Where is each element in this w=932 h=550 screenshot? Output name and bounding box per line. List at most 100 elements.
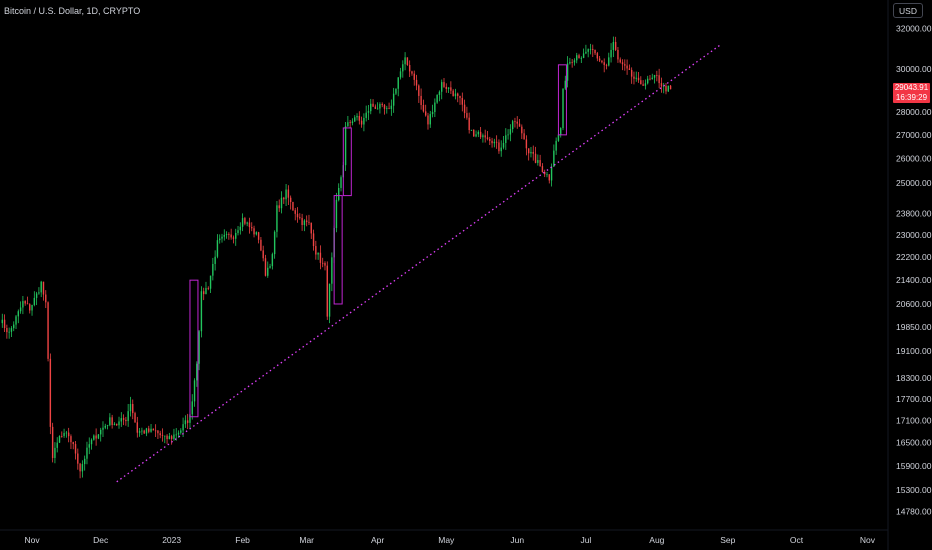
candle-body [438,91,441,95]
candle-body [38,292,40,294]
candle-body [97,434,100,439]
candle [109,413,111,427]
candle-body [164,435,166,437]
candle-body [406,57,409,66]
candle-body [269,266,271,268]
candle [651,73,653,80]
candle-body [454,93,457,97]
candle [88,437,90,455]
candle [289,195,292,210]
candle [93,434,95,441]
candle-body [569,62,571,64]
candle [164,435,166,444]
candle [656,70,658,82]
candle [125,416,127,426]
candle [241,213,244,232]
candle [235,228,237,246]
candle-body [260,239,262,251]
candle-body [299,217,301,219]
candle [301,213,303,231]
candle [431,104,434,118]
candle [447,87,450,94]
candle-body [399,71,402,78]
candle-body [644,83,647,86]
candle-body [191,401,193,415]
candle [173,428,175,441]
candle-body [24,301,26,304]
candle-body [436,94,438,103]
candle-body [170,436,173,439]
candle [397,77,399,97]
candle-body [273,231,276,255]
candle-body [420,95,422,105]
candle [269,263,271,269]
candle [257,231,260,244]
candle [518,119,521,127]
price-tick-label: 16500.00 [896,438,932,448]
candle-body [196,363,198,381]
candle-body [379,104,381,109]
candle-body [45,294,47,303]
candle-body [148,428,150,432]
candle-body [477,131,480,135]
candle [51,422,54,463]
candle [308,214,310,226]
candle [152,428,155,431]
candle [72,441,74,450]
candle [415,74,418,91]
candle [603,58,605,73]
candle-body [447,87,450,89]
candle-body [134,413,136,423]
candle [621,59,624,71]
candle [24,300,26,306]
candle [262,245,264,262]
candle [168,432,171,440]
candle-body [180,430,182,433]
candle-body [262,250,264,259]
candle-body [54,447,56,458]
candle [1,313,3,328]
candle [273,230,276,259]
candle [145,427,148,437]
candle [360,116,363,128]
candle-body [493,141,496,144]
candle [653,74,656,84]
candle-body [40,281,42,293]
candle [594,49,596,56]
weekly-box [342,127,352,197]
candle [280,191,283,214]
candle-body [209,275,212,289]
candle-body [1,319,3,324]
candle [77,448,79,470]
candle-body [42,281,45,295]
candle [136,416,139,438]
candle-body [173,434,175,439]
candle-body [198,331,200,364]
candle-body [255,232,258,235]
time-tick-label: Feb [235,535,250,545]
candle [596,51,599,62]
candle-body [278,205,280,209]
candle [619,57,621,64]
candle [454,88,457,100]
candle-body [546,174,548,176]
candle [402,60,404,78]
candle [267,261,269,278]
candle-body [285,189,287,200]
candle [527,148,530,161]
currency-button[interactable]: USD [893,3,923,18]
candle [230,228,232,240]
candle [466,106,468,120]
trendline[interactable] [116,43,722,483]
candle-body [443,82,445,87]
candle [10,326,13,337]
candle [303,219,306,232]
candle-body [445,86,447,89]
candle-body [530,151,532,154]
candle [475,130,477,138]
candle-body [360,120,363,125]
candle [338,183,340,202]
candle [495,135,498,149]
candle-body [656,75,658,76]
